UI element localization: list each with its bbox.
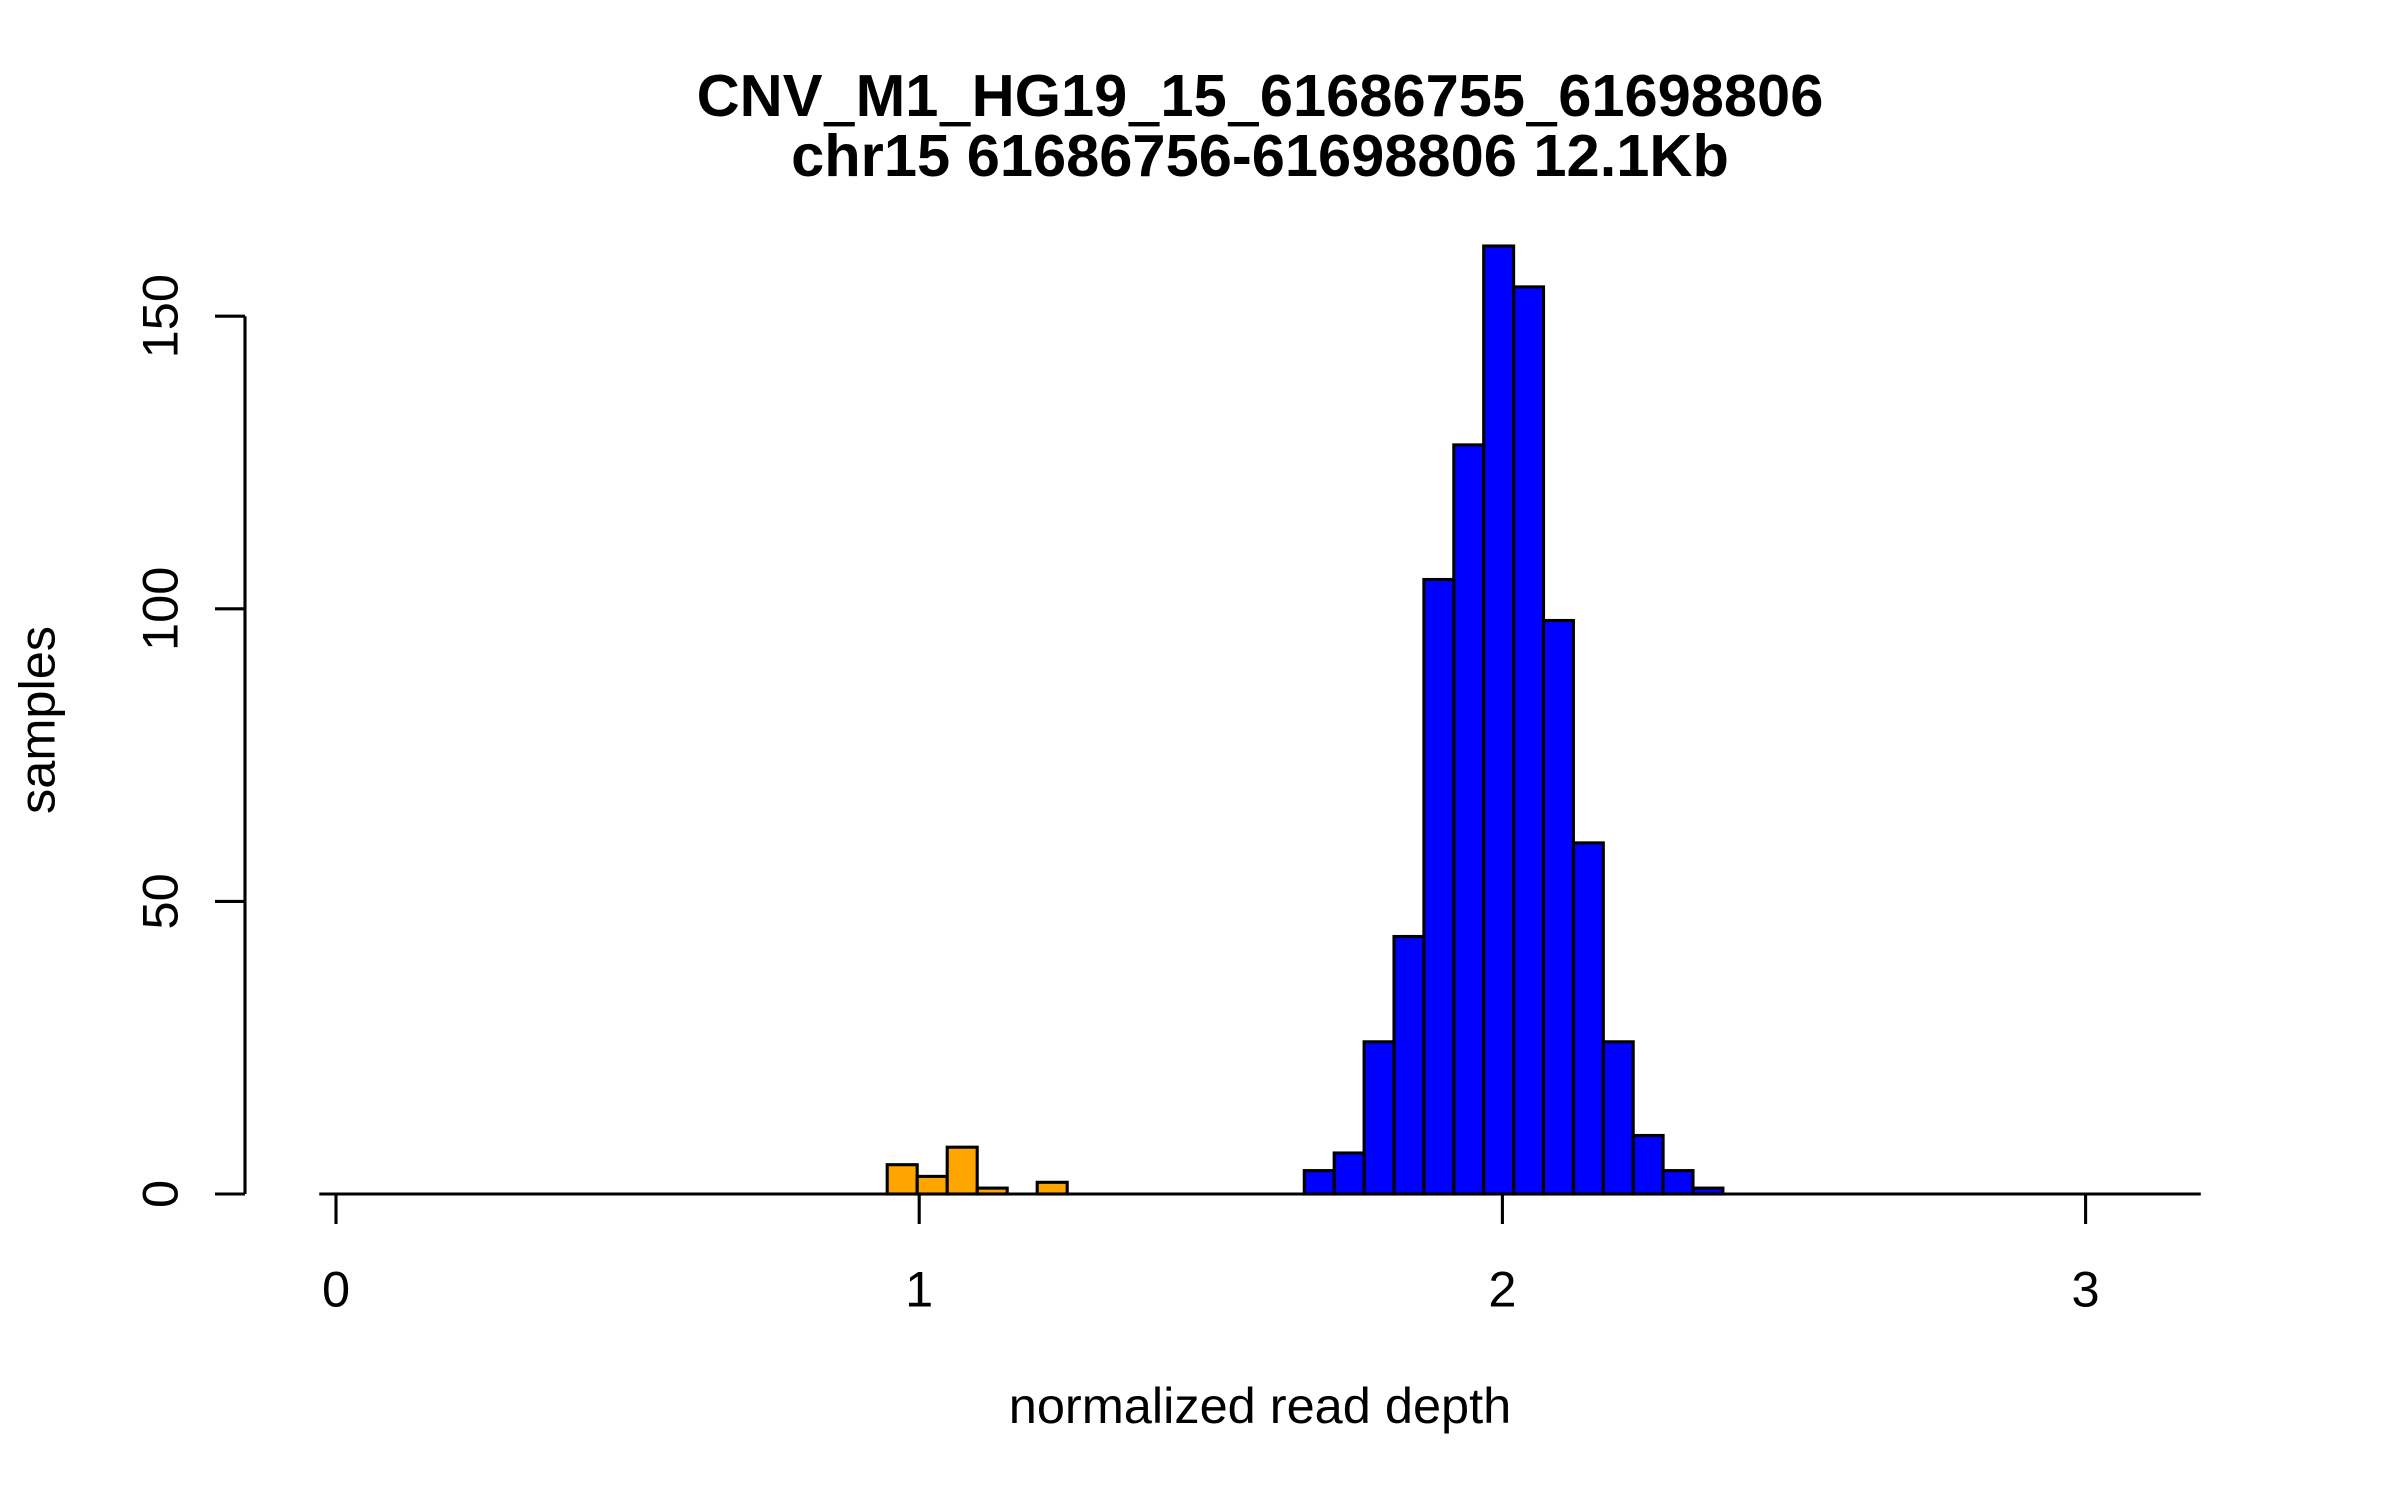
svg-text:1: 1 [905, 1261, 933, 1318]
svg-text:0: 0 [322, 1261, 350, 1318]
svg-text:150: 150 [132, 274, 189, 358]
svg-text:2: 2 [1488, 1261, 1516, 1318]
svg-text:0: 0 [132, 1180, 189, 1208]
svg-text:3: 3 [2072, 1261, 2100, 1318]
svg-text:samples: samples [9, 626, 66, 814]
svg-text:normalized read depth: normalized read depth [1009, 1377, 1512, 1434]
svg-text:chr15 61686756-61698806 12.1Kb: chr15 61686756-61698806 12.1Kb [791, 122, 1729, 189]
svg-text:100: 100 [132, 567, 189, 651]
svg-text:50: 50 [132, 873, 189, 929]
svg-text:CNV_M1_HG19_15_61686755_616988: CNV_M1_HG19_15_61686755_61698806 [697, 62, 1824, 129]
